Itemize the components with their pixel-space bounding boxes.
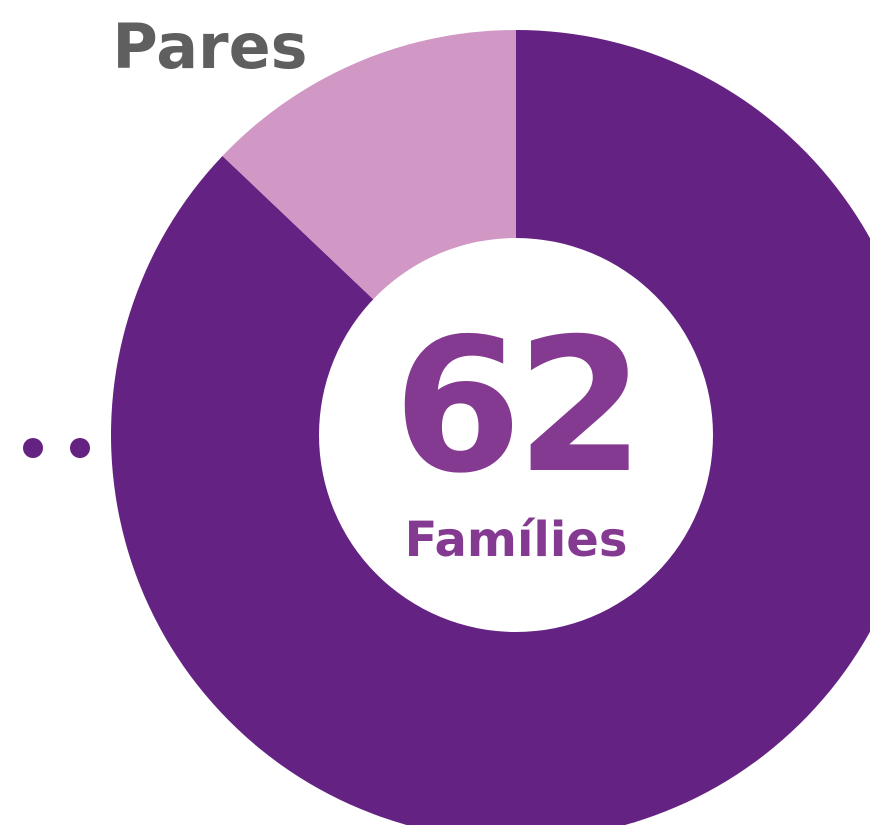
center-value: 62 [393,298,638,514]
slice-label: Pares [112,10,307,83]
label-dot [23,438,43,458]
donut-hole [319,238,713,632]
center-label: Famílies [405,512,628,568]
label-dot [70,438,90,458]
